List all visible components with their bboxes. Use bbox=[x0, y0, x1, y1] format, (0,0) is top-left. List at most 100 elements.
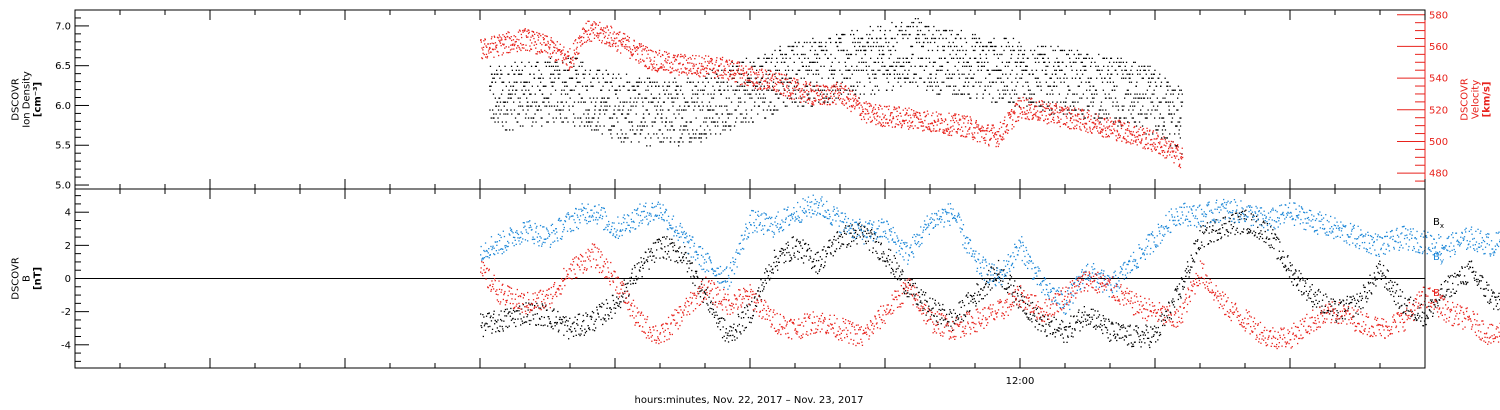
bx-series-point bbox=[527, 309, 529, 311]
ion-density-series-point bbox=[737, 69, 739, 71]
ion-density-series-point bbox=[1147, 97, 1149, 99]
velocity-series-point bbox=[1103, 118, 1105, 120]
ion-density-series-point bbox=[770, 101, 772, 103]
velocity-series-point bbox=[693, 63, 695, 65]
velocity-series-point bbox=[706, 65, 709, 67]
bx-series-point bbox=[588, 327, 590, 330]
ion-density-series-point bbox=[1015, 65, 1018, 67]
ion-density-series-point bbox=[1109, 77, 1111, 79]
velocity-series-point bbox=[669, 72, 671, 74]
ion-density-series-point bbox=[540, 117, 542, 119]
velocity-series-point bbox=[703, 58, 705, 60]
velocity-series-point bbox=[962, 135, 965, 138]
velocity-series-point bbox=[1077, 120, 1079, 123]
velocity-series-point bbox=[495, 44, 497, 47]
bx-series-point bbox=[505, 325, 507, 328]
velocity-series-point bbox=[969, 126, 971, 129]
ion-density-series-point bbox=[724, 125, 726, 127]
velocity-series-point bbox=[1152, 131, 1154, 133]
ion-density-series-point bbox=[997, 57, 999, 59]
ion-density-series-point bbox=[512, 89, 514, 91]
bx-series-point bbox=[707, 304, 709, 306]
ion-density-series-point bbox=[1163, 125, 1165, 127]
bx-series-point bbox=[666, 236, 668, 238]
velocity-series-point bbox=[832, 102, 834, 104]
velocity-series-point bbox=[586, 30, 588, 32]
velocity-series-point bbox=[819, 99, 821, 101]
velocity-series-point bbox=[1064, 123, 1066, 125]
ion-density-series-point bbox=[615, 93, 617, 95]
ion-density-series-point bbox=[771, 113, 773, 115]
velocity-series-point bbox=[640, 45, 643, 47]
velocity-series-point bbox=[984, 130, 986, 132]
ion-density-series-point bbox=[718, 77, 720, 79]
velocity-series-point bbox=[606, 25, 608, 27]
velocity-series-point bbox=[778, 73, 781, 76]
ion-density-series-point bbox=[1093, 85, 1095, 87]
ion-density-series-point bbox=[547, 97, 550, 99]
velocity-series-point bbox=[1140, 142, 1142, 145]
velocity-series-point bbox=[494, 42, 497, 44]
velocity-series-point bbox=[1101, 135, 1103, 137]
velocity-series-point bbox=[1053, 119, 1055, 121]
ion-density-series-point bbox=[737, 105, 739, 107]
velocity-series-point bbox=[1173, 150, 1175, 152]
velocity-series-point bbox=[716, 76, 719, 78]
ion-density-series-point bbox=[1067, 85, 1070, 87]
ion-density-series-point bbox=[749, 61, 751, 63]
ion-density-series-point bbox=[1131, 73, 1134, 75]
velocity-series-point bbox=[638, 60, 640, 62]
velocity-series-point bbox=[1127, 135, 1129, 137]
velocity-series-point bbox=[549, 53, 552, 55]
ion-density-series-point bbox=[863, 85, 866, 87]
velocity-series-point bbox=[1133, 126, 1135, 129]
velocity-series-point bbox=[534, 33, 536, 35]
ion-density-series-point bbox=[740, 121, 742, 123]
ion-density-series-point bbox=[945, 29, 948, 32]
bx-series-point bbox=[536, 302, 538, 305]
ion-density-series-point bbox=[1111, 65, 1113, 67]
velocity-series-point bbox=[871, 119, 873, 122]
velocity-series-point bbox=[914, 113, 917, 115]
ion-density-series-point bbox=[1084, 65, 1087, 67]
velocity-series-point bbox=[530, 48, 532, 50]
velocity-series-point bbox=[640, 61, 642, 63]
ion-density-series-point bbox=[961, 73, 963, 75]
ion-density-series-point bbox=[722, 125, 725, 127]
ion-density-series-point bbox=[544, 61, 547, 63]
velocity-series-point bbox=[556, 47, 558, 49]
ion-density-series-point bbox=[884, 29, 886, 32]
ion-density-series-point bbox=[827, 57, 829, 59]
ion-density-series-point bbox=[500, 109, 502, 111]
ion-density-series-point bbox=[856, 65, 858, 67]
velocity-series-point bbox=[685, 72, 687, 74]
ion-density-series-point bbox=[964, 81, 966, 83]
ion-density-series-point bbox=[920, 21, 922, 24]
ion-density-series-point bbox=[535, 65, 537, 67]
velocity-series-point bbox=[634, 48, 636, 50]
ion-density-series-point bbox=[1158, 101, 1160, 103]
velocity-series-point bbox=[986, 127, 988, 130]
velocity-series-point bbox=[1018, 97, 1020, 99]
ion-density-series-point bbox=[1011, 81, 1013, 83]
ion-density-series-point bbox=[965, 77, 967, 79]
velocity-series-point bbox=[494, 36, 496, 38]
velocity-series-point bbox=[1118, 133, 1120, 135]
velocity-series-point bbox=[918, 118, 920, 120]
velocity-series-point bbox=[1073, 128, 1075, 130]
ion-density-series-point bbox=[511, 93, 513, 95]
ion-density-series-point bbox=[761, 77, 763, 79]
ion-density-series-point bbox=[779, 45, 781, 48]
bx-series-point bbox=[593, 330, 596, 332]
velocity-series-point bbox=[850, 98, 852, 100]
ion-density-series-point bbox=[1149, 85, 1151, 87]
velocity-series-point bbox=[1054, 109, 1056, 111]
ion-density-series-point bbox=[997, 69, 999, 71]
ion-density-series-point bbox=[673, 141, 676, 143]
ion-density-series-point bbox=[756, 69, 758, 71]
velocity-series-point bbox=[723, 69, 725, 71]
velocity-series-point bbox=[873, 116, 875, 118]
velocity-series-point bbox=[731, 78, 733, 80]
ion-density-series-point bbox=[1012, 49, 1014, 52]
ion-density-series-point bbox=[520, 73, 523, 75]
